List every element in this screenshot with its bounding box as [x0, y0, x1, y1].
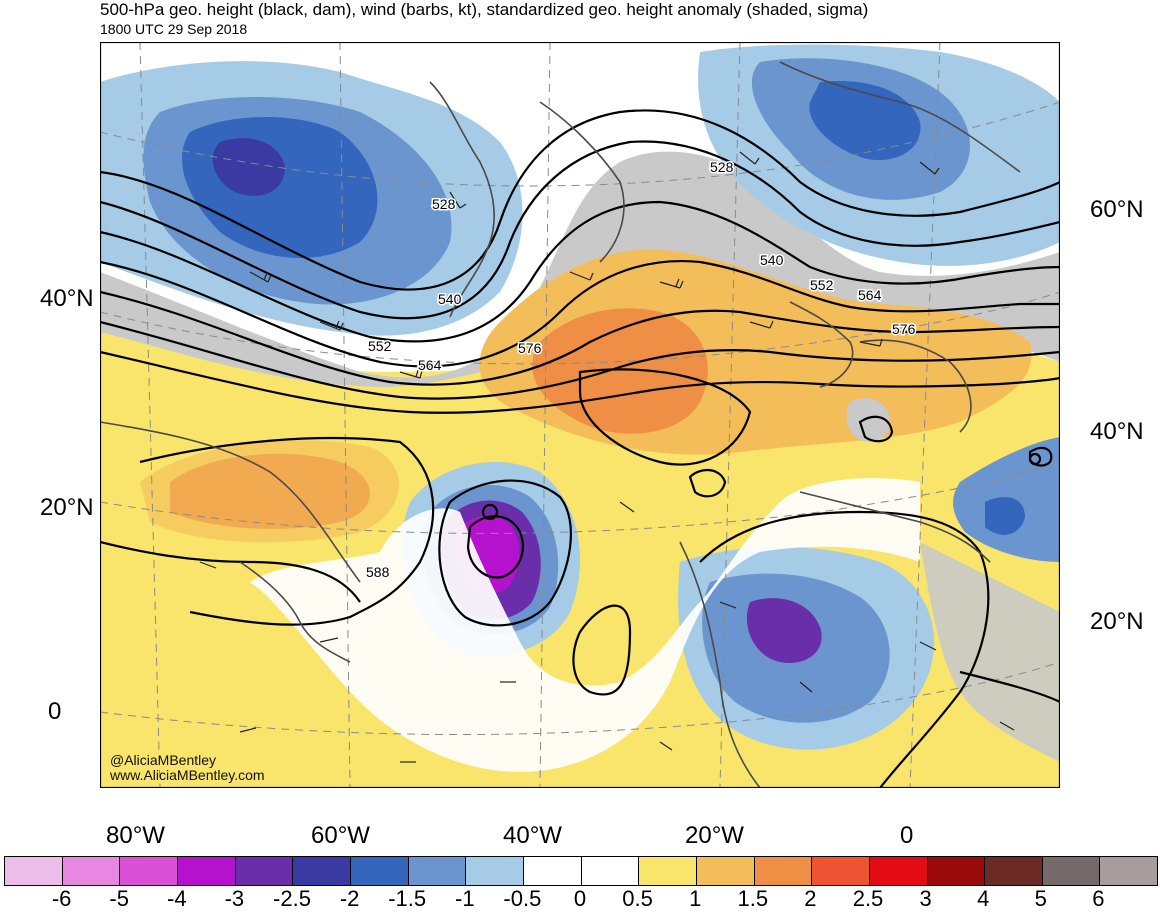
colorbar-tick-label: 0.5	[622, 886, 653, 911]
contour-label: 564	[858, 287, 882, 303]
contour-label: 552	[368, 338, 392, 354]
chart-title: 500-hPa geo. height (black, dam), wind (…	[100, 0, 869, 19]
lat-label-left: 20°N	[40, 494, 94, 521]
lon-label: 60°W	[311, 822, 370, 849]
anomaly-gray-iberia	[846, 398, 890, 442]
valid-time: 1800 UTC 29 Sep 2018	[100, 21, 248, 37]
colorbar-swatch	[120, 857, 178, 885]
contour-label: 588	[366, 564, 390, 580]
lat-label-right: 60°N	[1090, 196, 1144, 223]
colorbar-swatch	[350, 857, 409, 885]
colorbar-swatch	[639, 857, 697, 885]
colorbar-swatch	[581, 857, 640, 885]
colorbar-tick-label: -3	[224, 886, 245, 911]
lon-label: 80°W	[106, 822, 165, 849]
lon-label: 0	[900, 822, 914, 849]
colorbar-swatch	[927, 857, 986, 885]
colorbar-tick-label: 3	[919, 886, 932, 911]
colorbar-labels: -6 -5 -4 -3 -2.5 -2 -1.5 -1 -0.5 0 0.5 1 1.5 2 2.5 3 4 5 6	[0, 886, 1160, 912]
map-border	[100, 42, 1060, 788]
colorbar-swatch	[293, 857, 351, 885]
anomaly-purple-east	[746, 598, 822, 663]
lat-label-right: 20°N	[1090, 608, 1144, 635]
anomaly-gray-africa	[920, 542, 1060, 762]
weather-map: 528 528 540 540 552 552 564 564 576 576 …	[100, 42, 1060, 788]
colorbar-swatch	[1100, 857, 1158, 885]
colorbar-tick-label: -1	[455, 886, 475, 911]
colorbar-swatch	[466, 857, 524, 885]
coastlines	[100, 61, 1021, 788]
lat-label-left: 40°N	[40, 285, 94, 312]
colorbar-tick-label: -2	[339, 886, 360, 911]
colorbar-swatch	[177, 857, 236, 885]
contour-label: 540	[760, 252, 784, 268]
lat-lon-grid	[100, 42, 1060, 788]
colorbar-swatch	[1042, 857, 1101, 885]
colorbar-tick-label: 2.5	[852, 886, 884, 911]
colorbar-tick-label: -0.5	[503, 886, 542, 911]
watermark-handle: @AliciaMBentley	[110, 752, 217, 768]
colorbar-tick-label: -4	[167, 886, 187, 911]
colorbar-tick-label: -2.5	[273, 886, 311, 911]
colorbar-tick-label: -6	[51, 886, 72, 911]
lon-label: 40°W	[503, 822, 562, 849]
colorbar-tick-label: 1.5	[737, 886, 769, 911]
colorbar-tick-label: -1.5	[388, 886, 427, 911]
contour-label: 552	[810, 277, 834, 293]
colorbar-swatch	[235, 857, 294, 885]
colorbar-tick-label: 4	[977, 886, 990, 911]
colorbar-swatch	[985, 857, 1043, 885]
colorbar-tick-label: -5	[109, 886, 129, 911]
colorbar-tick-label: 1	[689, 886, 702, 911]
lat-label-left: 0	[48, 698, 62, 725]
contour-label: 540	[438, 291, 462, 307]
anomaly-neutral-tropics	[250, 478, 920, 772]
colorbar-swatch	[408, 857, 467, 885]
colorbar-tick-label: 6	[1092, 886, 1105, 911]
colorbar-swatch	[696, 857, 755, 885]
colorbar-tick-label: 2	[804, 886, 817, 911]
contour-label: 528	[432, 196, 456, 212]
watermark-site: www.AliciaMBentley.com	[110, 767, 265, 783]
contour-label: 576	[518, 340, 542, 356]
colorbar-swatch	[523, 857, 582, 885]
anomaly-indigo-nw	[212, 138, 285, 196]
contour-label: 564	[418, 357, 442, 373]
anomaly-darkblue-med	[985, 497, 1025, 535]
wind-barbs	[199, 151, 1015, 763]
colorbar-swatch	[5, 857, 63, 885]
colorbar-tick-label: 5	[1034, 886, 1047, 911]
contour-label: 528	[710, 159, 734, 175]
lat-label-right: 40°N	[1090, 418, 1144, 445]
colorbar	[4, 856, 1158, 886]
lon-label: 20°W	[685, 822, 744, 849]
colorbar-swatch	[62, 857, 121, 885]
colorbar-swatch	[754, 857, 813, 885]
colorbar-swatch	[869, 857, 928, 885]
contour-labels: 528 528 540 540 552 552 564 564 576 576 …	[365, 158, 918, 582]
contour-label: 576	[892, 321, 916, 337]
colorbar-tick-label: 0	[573, 886, 587, 911]
colorbar-swatch	[812, 857, 870, 885]
